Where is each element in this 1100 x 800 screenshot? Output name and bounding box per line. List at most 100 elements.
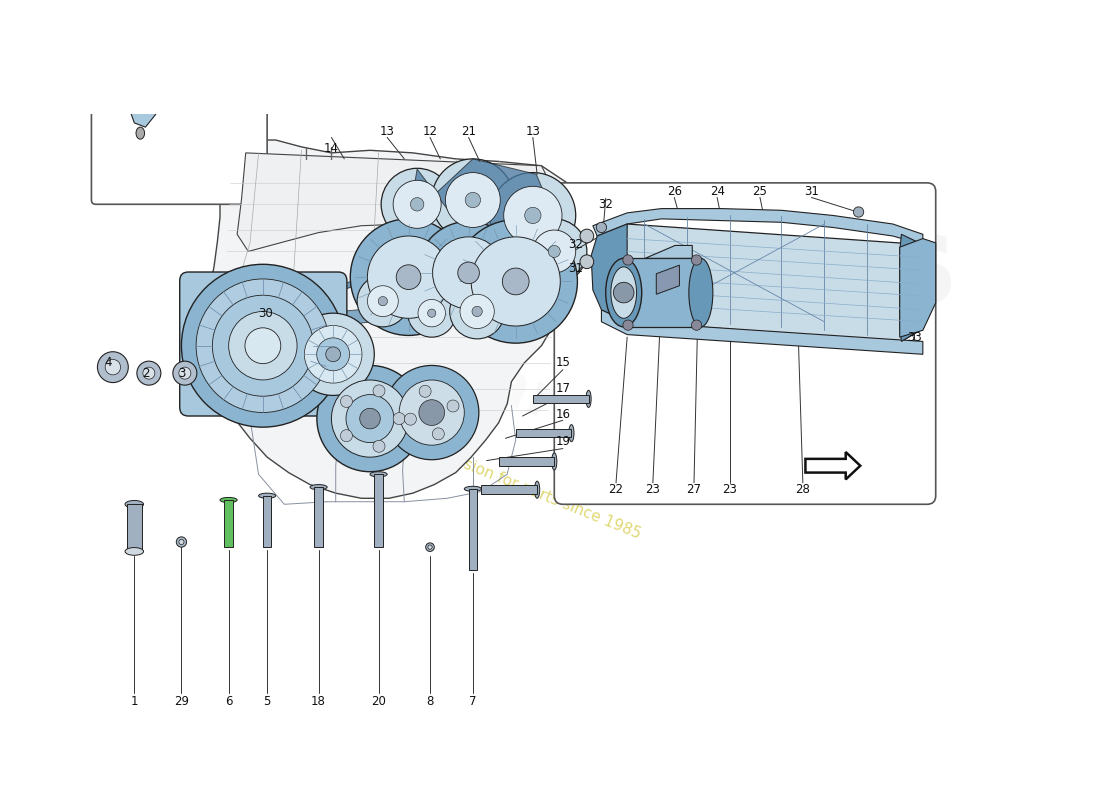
Circle shape <box>471 237 560 326</box>
Circle shape <box>532 230 575 273</box>
Circle shape <box>367 286 398 317</box>
Text: 2: 2 <box>142 366 150 380</box>
Polygon shape <box>624 258 701 327</box>
Text: 9: 9 <box>156 0 164 1</box>
Polygon shape <box>805 452 860 479</box>
Circle shape <box>614 282 634 303</box>
Bar <box>469 489 477 570</box>
Circle shape <box>196 279 330 413</box>
Text: 5: 5 <box>264 695 271 708</box>
Circle shape <box>179 367 191 379</box>
Circle shape <box>410 198 424 211</box>
Text: 10: 10 <box>196 0 210 1</box>
Circle shape <box>426 543 434 551</box>
Text: 4: 4 <box>104 356 112 370</box>
Circle shape <box>854 207 864 217</box>
Circle shape <box>143 367 155 379</box>
Circle shape <box>399 380 464 445</box>
Text: 27: 27 <box>686 483 702 496</box>
Text: 32: 32 <box>598 198 613 210</box>
Ellipse shape <box>136 127 144 139</box>
Circle shape <box>292 313 374 395</box>
Circle shape <box>623 255 634 265</box>
Ellipse shape <box>310 485 327 490</box>
Text: 1: 1 <box>131 695 138 708</box>
Text: 22: 22 <box>608 483 624 496</box>
Circle shape <box>176 537 187 547</box>
Circle shape <box>548 246 560 258</box>
Text: 8: 8 <box>427 695 433 708</box>
FancyBboxPatch shape <box>554 183 936 504</box>
Text: 25: 25 <box>752 185 768 198</box>
Circle shape <box>472 306 482 317</box>
Circle shape <box>580 255 594 269</box>
Text: 30: 30 <box>258 306 273 320</box>
Text: 19: 19 <box>556 435 571 448</box>
Text: 13: 13 <box>379 125 395 138</box>
FancyBboxPatch shape <box>179 272 346 416</box>
Circle shape <box>454 220 578 343</box>
Circle shape <box>358 275 408 327</box>
Ellipse shape <box>535 481 540 498</box>
Polygon shape <box>614 224 923 342</box>
Circle shape <box>521 219 587 284</box>
Text: 28: 28 <box>795 483 811 496</box>
Circle shape <box>408 289 455 337</box>
Circle shape <box>623 320 634 330</box>
Polygon shape <box>900 238 936 337</box>
Circle shape <box>450 284 505 339</box>
Circle shape <box>504 186 562 245</box>
Circle shape <box>580 229 594 243</box>
Text: 11: 11 <box>106 0 120 1</box>
Polygon shape <box>265 286 559 347</box>
Circle shape <box>373 385 385 397</box>
Text: 31: 31 <box>569 262 583 275</box>
Circle shape <box>431 159 514 241</box>
Circle shape <box>317 338 350 370</box>
Ellipse shape <box>689 258 713 327</box>
Bar <box>482 486 537 494</box>
Ellipse shape <box>258 493 276 498</box>
Text: 18: 18 <box>311 695 326 708</box>
Circle shape <box>490 173 575 258</box>
Text: FerrariParts: FerrariParts <box>348 301 752 510</box>
Circle shape <box>378 297 387 306</box>
Circle shape <box>317 366 424 472</box>
Text: 12: 12 <box>422 125 438 138</box>
Ellipse shape <box>586 390 591 407</box>
Circle shape <box>136 361 161 385</box>
Text: 13: 13 <box>526 125 540 138</box>
Bar <box>263 496 272 547</box>
Circle shape <box>460 294 494 329</box>
Bar <box>126 504 142 551</box>
Text: a passion for parts since 1985: a passion for parts since 1985 <box>422 441 642 542</box>
Text: 23: 23 <box>646 483 660 496</box>
Circle shape <box>98 352 129 382</box>
Polygon shape <box>593 209 923 245</box>
Polygon shape <box>645 246 692 258</box>
Circle shape <box>331 380 408 457</box>
Circle shape <box>367 236 450 318</box>
Text: 21: 21 <box>461 125 476 138</box>
Circle shape <box>106 359 121 375</box>
Circle shape <box>692 320 702 330</box>
Circle shape <box>360 408 381 429</box>
Ellipse shape <box>464 486 482 491</box>
FancyBboxPatch shape <box>91 0 267 204</box>
Bar <box>516 429 571 438</box>
Polygon shape <box>900 234 923 342</box>
Text: 24: 24 <box>710 185 725 198</box>
Circle shape <box>428 309 436 318</box>
Polygon shape <box>591 224 627 322</box>
Circle shape <box>465 192 481 208</box>
Circle shape <box>182 264 344 427</box>
Bar <box>315 487 323 547</box>
Text: ps: ps <box>794 208 958 329</box>
Circle shape <box>340 430 352 442</box>
Circle shape <box>229 311 297 380</box>
Polygon shape <box>657 265 680 294</box>
Circle shape <box>596 222 606 233</box>
Ellipse shape <box>125 501 144 508</box>
Circle shape <box>396 265 421 290</box>
Circle shape <box>419 400 444 426</box>
